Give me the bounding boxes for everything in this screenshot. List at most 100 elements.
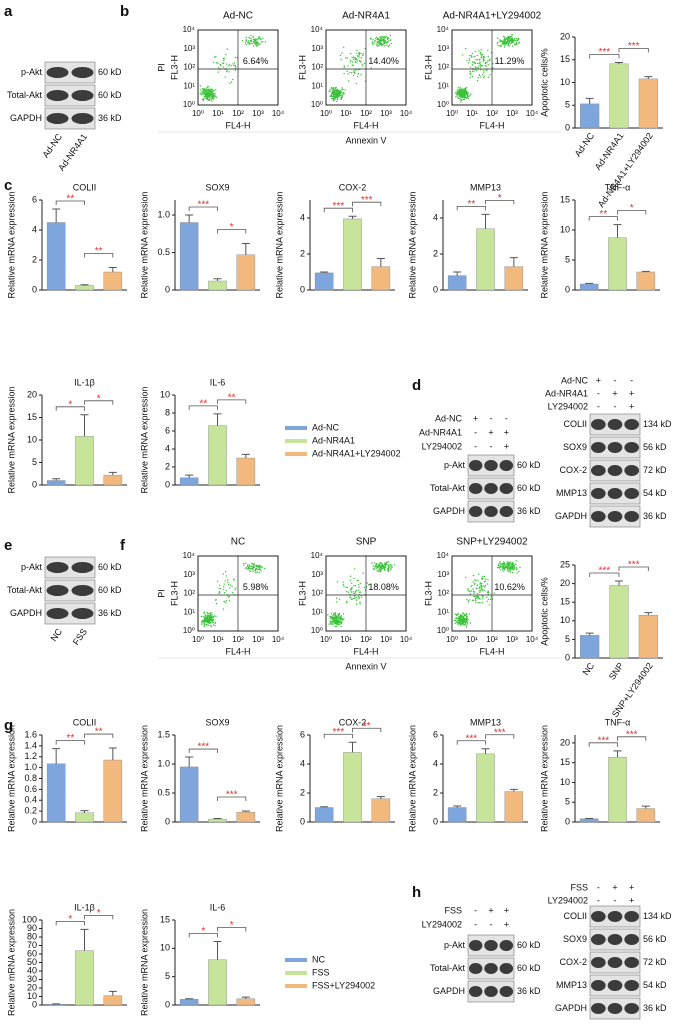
blot-band [71,584,94,597]
event-dot [466,60,468,62]
x-tick-label: Ad-NC [573,130,597,158]
event-dot [468,613,470,615]
y-tick-label: 10 [27,991,37,1001]
event-dot [512,40,514,43]
x-tick-label: 10² [486,109,498,118]
event-dot [497,37,499,39]
event-dot [484,64,486,67]
event-dot [475,602,477,604]
event-dot [252,565,255,567]
event-dot [341,87,343,89]
event-dot [247,42,249,44]
event-dot [213,619,215,621]
event-dot [213,624,215,626]
event-dot [249,566,251,568]
y-tick-label: 10¹ [183,607,195,616]
bar [179,999,199,1006]
event-dot [482,55,485,58]
event-dot [206,90,208,92]
event-dot [353,592,355,595]
y-tick-label: 0 [565,284,570,294]
event-dot [360,61,362,63]
event-dot [370,38,372,40]
event-dot [467,589,469,591]
x-axis-label: FL4-H [479,646,504,656]
event-dot [475,59,477,61]
event-dot [335,617,337,619]
event-dot [250,565,253,567]
blot-size: 36 kD [98,608,122,618]
y-tick-label: 2 [300,787,305,797]
event-dot [260,41,263,43]
error-bar [185,998,194,1000]
blot-band [46,112,69,125]
event-dot [343,585,345,588]
event-dot [355,82,358,85]
event-dot [387,566,389,568]
event-dot [359,603,361,605]
event-dot [468,62,470,64]
chart-title: IL-1β [74,377,95,387]
event-dot [470,590,473,592]
event-dot [469,622,471,624]
event-dot [480,48,482,51]
plot-title: Ad-NC [223,11,253,22]
y-tick-label: 5 [565,100,570,110]
event-dot [458,615,460,618]
y-tick-label: 10² [437,63,449,72]
event-dot [338,598,341,600]
condition-label: Ad-NR4A1 [419,427,462,437]
event-dot [460,89,462,91]
event-dot [364,47,366,50]
event-dot [245,44,248,46]
event-dot [359,601,361,604]
y-axis-label: Relative mRNA expression [139,725,149,832]
event-dot [206,86,208,89]
event-dot [205,88,208,90]
event-dot [208,89,211,92]
event-dot [332,97,334,100]
event-dot [463,619,465,621]
event-dot [379,42,382,45]
x-tick-label: 10¹ [466,109,478,118]
event-dot [245,39,247,41]
event-dot [346,70,348,73]
event-dot [518,41,520,43]
event-dot [387,561,390,563]
event-dot [375,36,378,38]
event-dot [456,613,459,616]
event-dot [382,37,385,39]
blot-band [591,441,606,454]
event-dot [352,64,354,67]
bar [179,222,199,291]
significance-label: * [630,203,634,214]
event-dot [478,50,480,52]
blot-label: MMP13 [556,488,587,498]
event-dot [479,582,481,585]
y-tick-label: 10³ [311,44,323,53]
event-dot [459,619,461,621]
event-dot [515,39,517,42]
event-dot [508,42,510,44]
event-dot [517,37,520,40]
event-dot [254,570,257,572]
event-dot [384,39,386,41]
event-dot [334,98,337,100]
event-dot [466,598,468,600]
event-dot [349,61,352,63]
blot-band [46,584,69,597]
event-dot [260,566,262,568]
event-dot [340,615,342,617]
blot-band [484,482,498,495]
event-dot [378,42,381,45]
event-dot [259,43,261,45]
event-dot [334,95,336,97]
event-dot [203,97,205,100]
blot-label: SOX9 [563,934,587,944]
event-dot [353,70,355,72]
event-dot [481,583,483,585]
blot-size: 60 kD [98,562,122,572]
event-dot [472,61,474,63]
event-dot [335,597,338,599]
event-dot [374,566,376,568]
